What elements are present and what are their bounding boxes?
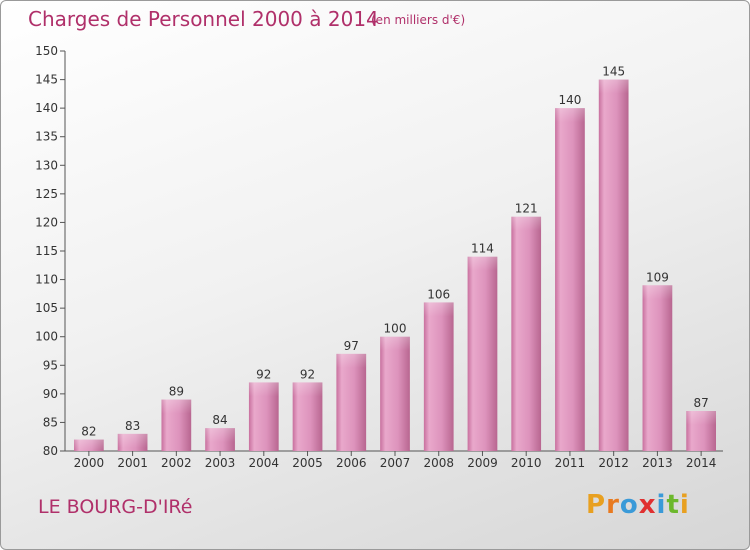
- bar-highlight: [555, 108, 585, 123]
- data-label: 92: [256, 367, 271, 381]
- bar-highlight: [292, 382, 323, 397]
- y-tick-label: 100: [35, 330, 58, 344]
- y-tick-label: 105: [35, 301, 58, 315]
- bar: [336, 353, 367, 451]
- bar-highlight: [642, 285, 673, 300]
- y-tick-label: 110: [35, 273, 58, 287]
- logo-letter: x: [638, 490, 657, 520]
- bar: [380, 336, 410, 451]
- x-tick-label: 2003: [205, 456, 236, 470]
- bar: [467, 256, 498, 451]
- bar-highlight: [117, 433, 148, 448]
- bar-highlight: [467, 256, 498, 271]
- logo-letter: r: [606, 490, 620, 520]
- data-label: 87: [693, 396, 708, 410]
- bars: [73, 79, 717, 452]
- data-labels: 82 83 89 84 92 92 97 100 106 114 121 140 145 109 87: [81, 65, 709, 439]
- x-tick-label: 2009: [467, 456, 498, 470]
- data-label: 145: [602, 65, 625, 79]
- bar: [511, 216, 542, 451]
- bar: [642, 285, 673, 451]
- x-tick-label: 2010: [511, 456, 542, 470]
- y-tick-label: 125: [35, 187, 58, 201]
- data-label: 121: [515, 202, 538, 216]
- bar-highlight: [248, 382, 279, 397]
- logo-letter: t: [666, 490, 680, 520]
- x-tick-label: 2013: [642, 456, 673, 470]
- x-tick-label: 2006: [336, 456, 367, 470]
- y-tick-label: 85: [43, 415, 58, 429]
- x-tick-label: 2004: [249, 456, 280, 470]
- logo-letter: P: [586, 490, 607, 520]
- bar: [423, 302, 454, 451]
- data-label: 92: [300, 367, 315, 381]
- town-name: LE BOURG-D'IRé: [38, 496, 193, 518]
- y-tick-label: 90: [43, 387, 58, 401]
- y-axis: 80 85 90 95 100 105 110 115 120 125 130 135 140 145 15…: [35, 44, 66, 458]
- y-tick-label: 95: [43, 358, 58, 372]
- x-tick-label: 2000: [74, 456, 105, 470]
- y-tick-label: 150: [35, 44, 58, 58]
- data-label: 89: [169, 385, 184, 399]
- data-label: 140: [558, 93, 581, 107]
- y-tick-label: 145: [35, 73, 58, 87]
- y-tick-label: 80: [43, 444, 58, 458]
- bar-highlight: [380, 336, 410, 351]
- x-tick-label: 2011: [555, 456, 586, 470]
- data-label: 100: [384, 322, 407, 336]
- chart-subtitle: (en milliers d'€): [371, 13, 466, 27]
- x-axis: 2000 2001 2002 2003 2004 2005 2006 2007 2008 2009…: [65, 450, 723, 470]
- x-tick-label: 2007: [380, 456, 411, 470]
- logo-letter: o: [619, 490, 639, 520]
- x-tick-label: 2005: [292, 456, 323, 470]
- data-label: 83: [125, 419, 140, 433]
- data-label: 109: [646, 270, 669, 284]
- bar-highlight: [336, 353, 367, 368]
- logo-letter: i: [656, 490, 667, 520]
- bar-highlight: [205, 428, 235, 443]
- bar: [598, 79, 629, 452]
- bar-highlight: [511, 216, 542, 231]
- bar-highlight: [423, 302, 454, 317]
- x-tick-label: 2014: [686, 456, 717, 470]
- x-tick-label: 2002: [161, 456, 192, 470]
- data-label: 84: [212, 413, 227, 427]
- bar-highlight: [161, 399, 192, 414]
- y-tick-label: 115: [35, 244, 58, 258]
- bar-highlight: [598, 79, 629, 94]
- x-tick-label: 2008: [423, 456, 454, 470]
- y-tick-label: 130: [35, 158, 58, 172]
- bar: [555, 108, 585, 452]
- proxiti-logo: Proxiti: [586, 490, 690, 520]
- data-label: 114: [471, 242, 494, 256]
- y-tick-label: 135: [35, 130, 58, 144]
- x-tick-label: 2001: [117, 456, 148, 470]
- data-label: 82: [81, 425, 96, 439]
- data-label: 97: [344, 339, 359, 353]
- logo-letter: i: [679, 490, 690, 520]
- x-tick-label: 2012: [598, 456, 629, 470]
- chart-title: Charges de Personnel 2000 à 2014: [28, 7, 379, 31]
- bar-highlight: [686, 411, 717, 425]
- y-tick-label: 140: [35, 101, 58, 115]
- bar-highlight: [73, 439, 104, 451]
- y-tick-label: 120: [35, 215, 58, 229]
- data-label: 106: [427, 287, 450, 301]
